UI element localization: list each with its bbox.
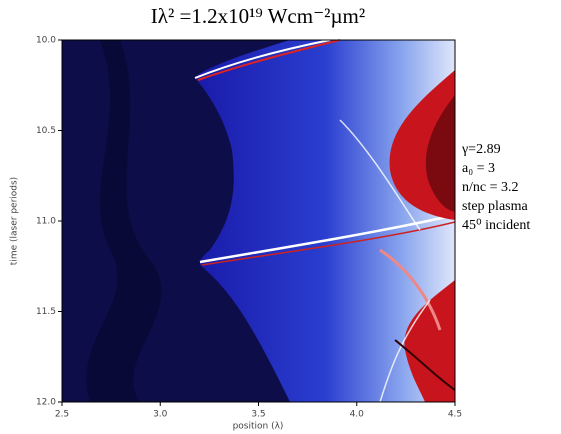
y-tick-label: 10.0 — [36, 36, 56, 46]
y-tick-label: 10.5 — [36, 126, 56, 136]
x-tick-label: 3.0 — [153, 410, 168, 420]
annotation: 45⁰ incident — [462, 218, 530, 233]
x-tick-label: 4.0 — [350, 410, 365, 420]
x-tick-label: 4.5 — [448, 410, 462, 420]
y-tick-label: 11.0 — [36, 217, 56, 227]
y-tick-label: 12.0 — [36, 398, 56, 408]
chart-title: Iλ² =1.2x10¹⁹ Wcm⁻²µm² — [151, 4, 365, 28]
annotation: n/nc = 3.2 — [462, 180, 519, 195]
y-axis-label: time (laser periods) — [10, 177, 20, 265]
annotation: γ=2.89 — [461, 142, 501, 157]
annotation-block: γ=2.89 a₀ = 3 n/nc = 3.2 step plasma 45⁰ inc… — [461, 142, 530, 233]
x-axis-label: position (λ) — [233, 422, 284, 432]
x-tick-label: 2.5 — [55, 410, 69, 420]
x-tick-label: 3.5 — [251, 410, 265, 420]
y-tick-label: 11.5 — [36, 307, 56, 317]
heatmap-image — [61, 39, 456, 403]
annotation: a₀ = 3 — [462, 161, 495, 176]
annotation: step plasma — [462, 199, 528, 214]
